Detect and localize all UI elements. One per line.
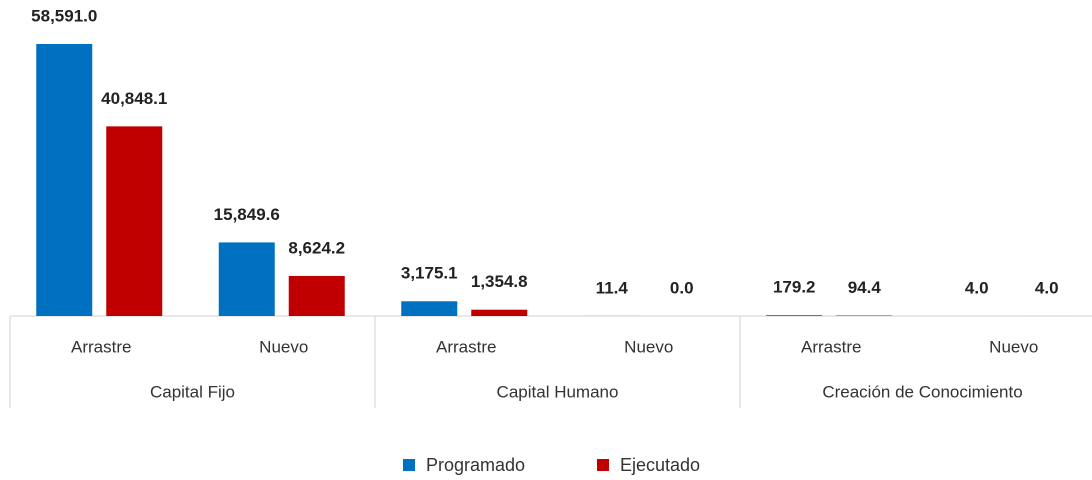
category-label: Arrastre	[71, 337, 131, 356]
group-label: Capital Fijo	[150, 382, 235, 401]
value-label: 8,624.2	[288, 238, 345, 257]
value-label: 0.0	[670, 278, 694, 297]
group-label: Creación de Conocimiento	[822, 382, 1022, 401]
category-label: Nuevo	[989, 337, 1038, 356]
bar	[471, 310, 527, 316]
value-label: 15,849.6	[214, 205, 280, 224]
bar	[401, 301, 457, 316]
legend-label: Programado	[426, 455, 525, 475]
bar	[106, 126, 162, 316]
value-label: 3,175.1	[401, 264, 458, 283]
group-label: Capital Humano	[497, 382, 619, 401]
bar	[289, 276, 345, 316]
bar	[766, 315, 822, 316]
value-label: 179.2	[773, 278, 816, 297]
value-label: 94.4	[848, 278, 882, 297]
category-label: Nuevo	[624, 337, 673, 356]
legend-swatch	[403, 459, 415, 471]
legend-label: Ejecutado	[620, 455, 700, 475]
value-label: 4.0	[1035, 278, 1059, 297]
value-label: 1,354.8	[471, 272, 528, 291]
value-label: 11.4	[596, 278, 629, 297]
value-label: 40,848.1	[101, 89, 167, 108]
value-label: 58,591.0	[31, 6, 97, 25]
category-label: Arrastre	[436, 337, 496, 356]
category-label: Arrastre	[801, 337, 861, 356]
legend-swatch	[597, 459, 609, 471]
bar	[219, 242, 275, 316]
value-label: 4.0	[965, 278, 989, 297]
bar	[36, 44, 92, 316]
category-label: Nuevo	[259, 337, 308, 356]
